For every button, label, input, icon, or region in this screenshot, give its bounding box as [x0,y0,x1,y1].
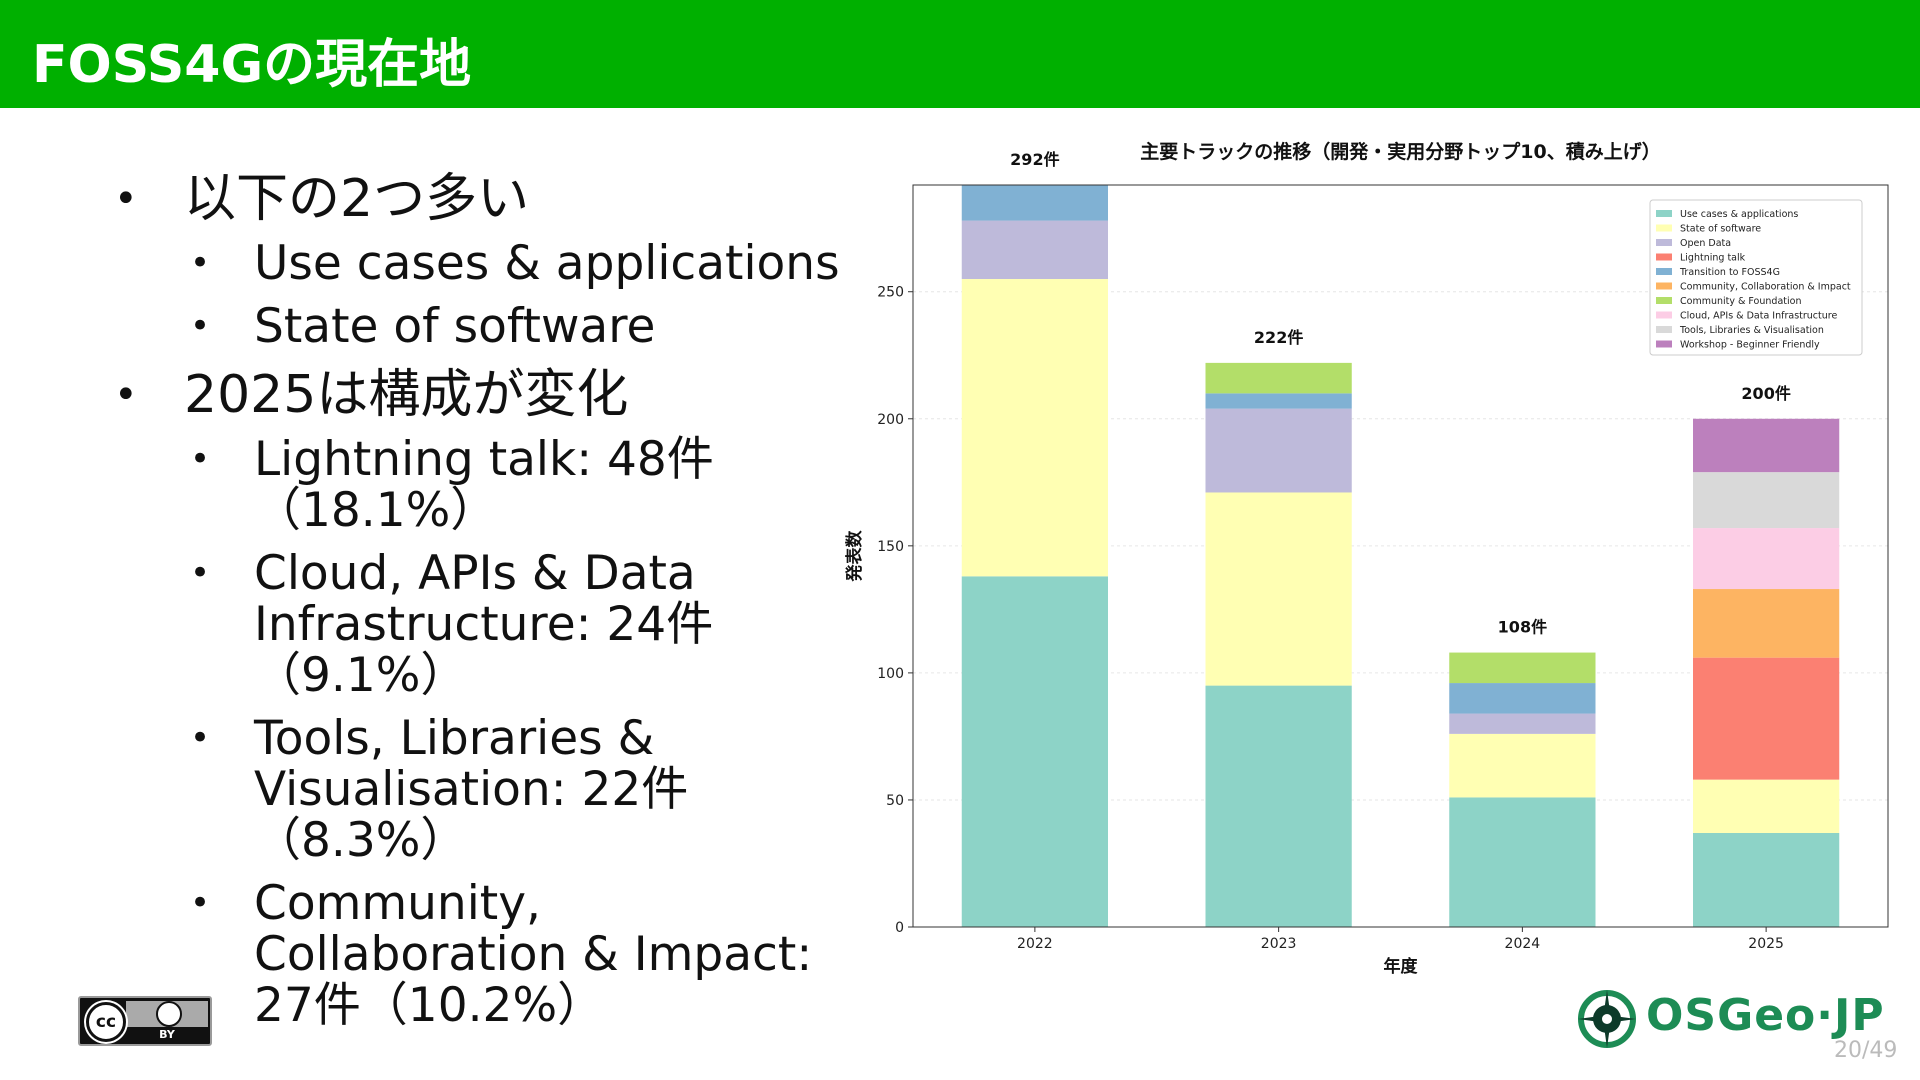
bar-segment [1205,362,1352,394]
bar-segment [961,576,1108,927]
y-tick-label: 0 [895,920,904,936]
legend-entry: Tools, Libraries & Visualisation [1679,325,1824,336]
bullet-item: 以下の2つ多い [110,168,850,230]
sub-bullet-item: Community, Collaboration & Impact: 27件（1… [110,878,850,1031]
x-tick-label: 2023 [1261,936,1297,952]
bar-total-label: 200件 [1741,384,1790,403]
bar-segment [1449,797,1596,927]
y-axis-label: 発表数 [844,530,865,583]
legend-entry: Community, Collaboration & Impact [1680,282,1851,293]
sub-bullet-item: Lightning talk: 48件（18.1%） [110,434,850,536]
bar-segment [1449,652,1596,684]
legend-box [1649,199,1863,356]
bar-segment [1205,393,1352,409]
bar-segment [1693,418,1840,473]
bar-segment [1693,657,1840,780]
legend-entry: State of software [1680,224,1761,235]
legend-swatch [1656,239,1672,246]
bullet-item: 2025は構成が変化 [110,364,850,426]
y-tick-label: 200 [877,412,904,428]
by-label: BY [159,1028,175,1041]
sub-bullet-item: Use cases & applications [110,238,850,289]
bar-total-label: 108件 [1498,618,1547,637]
bar-segment [1693,832,1840,927]
sub-bullet-item: State of software [110,301,850,352]
plot-frame [912,184,1889,928]
bar-segment [1693,528,1840,590]
x-tick-label: 2022 [1017,936,1053,952]
y-tick-label: 250 [877,285,904,301]
x-tick-label: 2025 [1748,936,1784,952]
legend-swatch [1656,282,1672,290]
y-tick-label: 50 [886,793,904,809]
bar-segment [1449,713,1596,734]
sub-bullet-item: Cloud, APIs & Data Infrastructure: 24件（9… [110,548,850,701]
legend-entry: Community & Foundation [1680,296,1801,307]
title-bar: FOSS4Gの現在地 [0,0,1920,108]
bar-segment [1693,779,1840,833]
legend-swatch [1656,210,1672,217]
sub-bullet-item: Tools, Libraries & Visualisation: 22件（8.… [110,713,850,866]
legend-entry: Open Data [1680,238,1731,249]
y-tick-label: 100 [877,666,904,682]
bullet-list: 以下の2つ多い Use cases & applications State o… [110,168,850,1043]
legend-entry: Transition to FOSS4G [1679,267,1780,278]
legend-entry: Lightning talk [1680,253,1746,264]
y-tick-label: 150 [877,539,904,555]
bar-segment [961,185,1108,221]
legend-entry: Cloud, APIs & Data Infrastructure [1680,311,1837,322]
legend-entry: Use cases & applications [1680,209,1798,220]
bar-segment [1693,589,1840,658]
cc-icon: cc [86,1002,126,1042]
osgeo-jp-logo: OSGeo·JP [1646,990,1885,1041]
bar-segment [1205,492,1352,686]
x-axis-label: 年度 [1384,956,1419,977]
bar-total-label: 222件 [1254,328,1303,347]
legend-swatch [1656,268,1672,275]
legend-swatch [1656,297,1672,304]
cc-by-license-badge: cc BY [78,996,212,1046]
compass-icon [1578,990,1636,1048]
page-number: 20/49 [1834,1038,1898,1063]
bar-segment [1205,685,1352,927]
legend-swatch [1656,253,1672,261]
bar-segment [1449,733,1596,798]
bar-segment [1205,408,1352,493]
legend-entry: Workshop - Beginner Friendly [1680,340,1820,351]
stacked-bar-chart: 主要トラックの推移（開発・実用分野トップ10、積み上げ） 0 50 100 150 200… [844,140,1889,977]
bar-segment [961,220,1108,280]
person-icon [156,1001,182,1027]
slide-title: FOSS4Gの現在地 [32,35,472,95]
legend-swatch [1656,340,1672,348]
legend-swatch [1656,224,1672,232]
chart-title: 主要トラックの推移（開発・実用分野トップ10、積み上げ） [1140,140,1660,163]
bar-segment [961,279,1108,577]
x-tick-label: 2024 [1505,936,1541,952]
bar-segment [1693,472,1840,529]
bar-total-label: 292件 [1010,150,1059,169]
legend-swatch [1656,311,1672,319]
bar-segment [1449,683,1596,714]
legend-swatch [1656,326,1672,333]
